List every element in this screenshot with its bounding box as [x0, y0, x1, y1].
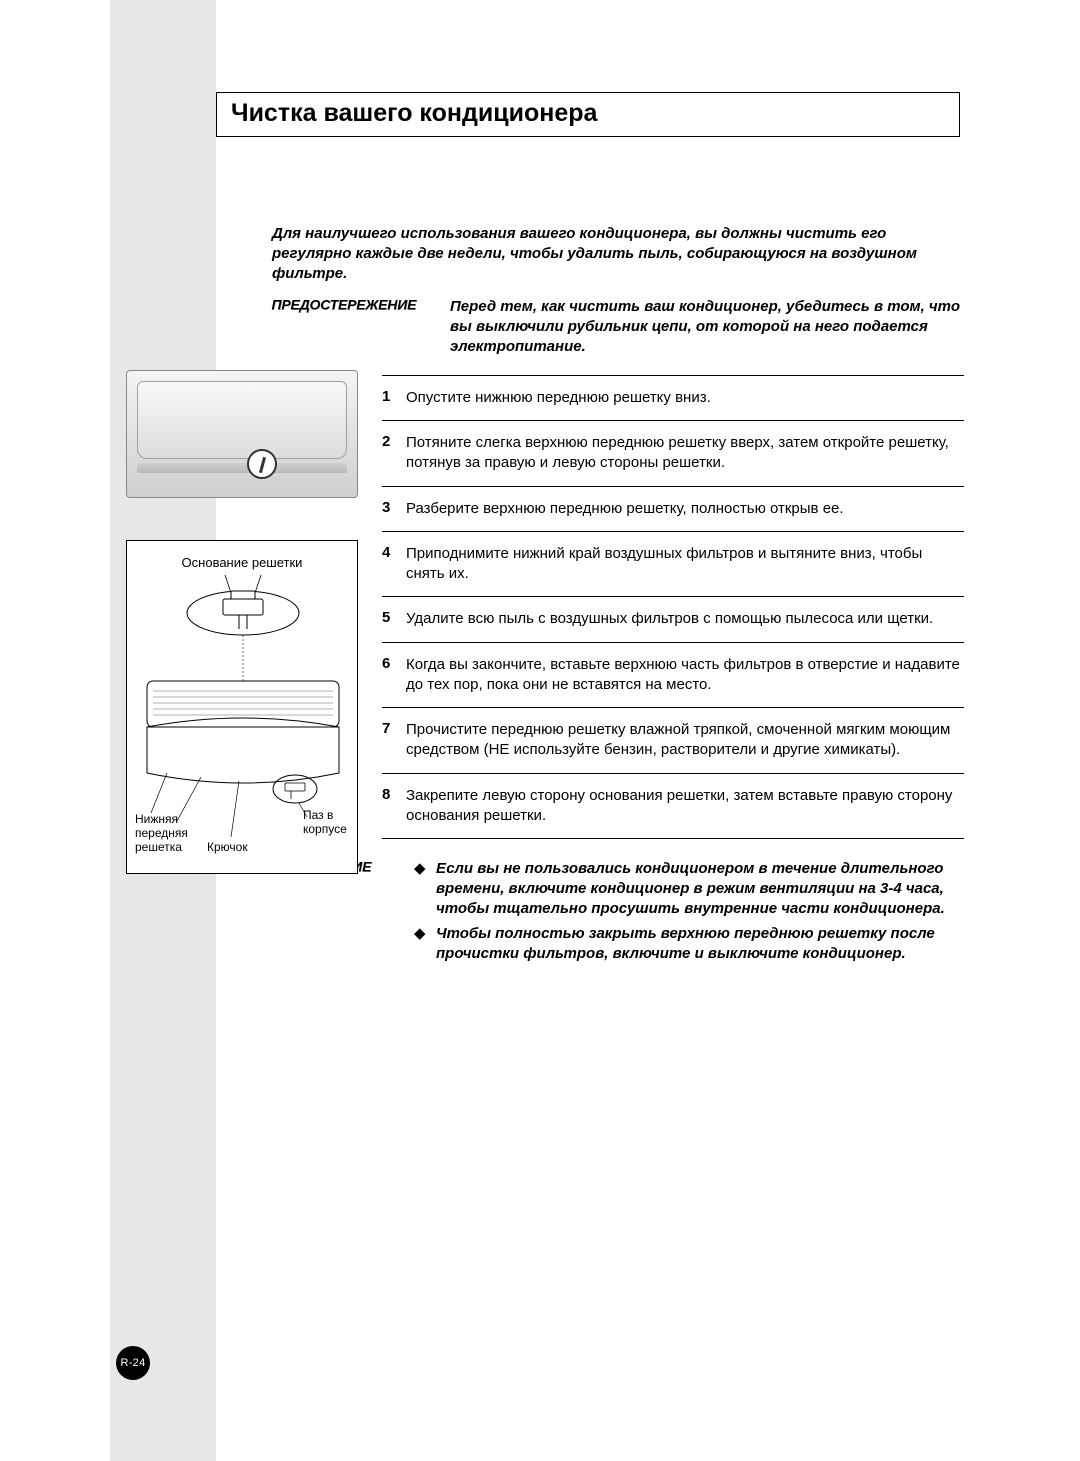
step-item: 5 Удалите всю пыль с воздушных фильтров …	[382, 596, 964, 641]
step-number: 4	[382, 544, 406, 585]
step-number: 7	[382, 720, 406, 761]
label-text: Паз в	[303, 808, 333, 822]
step-text: Прочистите переднюю решетку влажной тряп…	[406, 720, 964, 761]
label-text: Нижняя	[135, 812, 178, 826]
caution-text: Перед тем, как чистить ваш кондиционер, …	[450, 297, 964, 356]
diagram-label-hook: Крючок	[207, 841, 248, 855]
step-number: 1	[382, 388, 406, 408]
diagram-label-lower-grille: Нижняя передняя решетка	[135, 813, 188, 854]
ac-unit-body	[137, 381, 347, 459]
diamond-bullet-icon: ◆	[414, 924, 436, 964]
steps-list: 1 Опустите нижнюю переднюю решетку вниз.…	[272, 375, 964, 839]
step-number: 2	[382, 433, 406, 474]
diamond-bullet-icon: ◆	[414, 859, 436, 918]
step-item: 3 Разберите верхнюю переднюю решетку, по…	[382, 486, 964, 531]
note-item: ◆ Если вы не пользовались кондиционером …	[414, 859, 964, 918]
note-label: ПРИМЕЧАНИЕ	[272, 859, 414, 970]
step-item: 8 Закрепите левую сторону основания реше…	[382, 773, 964, 840]
caution-label: ПРЕДОСТЕРЕЖЕНИЕ	[272, 297, 450, 356]
figure-diagram: Основание решетки	[126, 540, 358, 874]
zoom-circle-icon	[247, 449, 277, 479]
intro-paragraph: Для наилучшего использования вашего конд…	[272, 224, 964, 283]
page-title: Чистка вашего кондиционера	[231, 99, 945, 128]
note-text: Если вы не пользовались кондиционером в …	[436, 859, 964, 918]
step-item: 1 Опустите нижнюю переднюю решетку вниз.	[382, 375, 964, 420]
step-item: 4 Приподнимите нижний край воздушных фил…	[382, 531, 964, 597]
step-text: Приподнимите нижний край воздушных фильт…	[406, 544, 964, 585]
figure-ac-unit	[126, 370, 358, 498]
caution-row: ПРЕДОСТЕРЕЖЕНИЕ Перед тем, как чистить в…	[272, 297, 964, 356]
step-text: Закрепите левую сторону основания решетк…	[406, 786, 964, 827]
step-text: Опустите нижнюю переднюю решетку вниз.	[406, 388, 964, 408]
step-text: Потяните слегка верхнюю переднюю решетку…	[406, 433, 964, 474]
step-item: 2 Потяните слегка верхнюю переднюю решет…	[382, 420, 964, 486]
step-text: Когда вы закончите, вставьте верхнюю час…	[406, 655, 964, 696]
page-number-badge: R-24	[116, 1346, 150, 1380]
step-text: Удалите всю пыль с воздушных фильтров с …	[406, 609, 964, 629]
label-text: корпусе	[303, 822, 347, 836]
step-number: 8	[382, 786, 406, 827]
step-item: 6 Когда вы закончите, вставьте верхнюю ч…	[382, 642, 964, 708]
step-text: Разберите верхнюю переднюю решетку, полн…	[406, 499, 964, 519]
content-area: Для наилучшего использования вашего конд…	[272, 224, 964, 970]
label-text: передняя	[135, 826, 188, 840]
step-item: 7 Прочистите переднюю решетку влажной тр…	[382, 707, 964, 773]
note-text: Чтобы полностью закрыть верхнюю переднюю…	[436, 924, 964, 964]
diagram-label-slot: Паз в корпусе	[303, 809, 347, 837]
note-body: ◆ Если вы не пользовались кондиционером …	[414, 859, 964, 970]
step-number: 5	[382, 609, 406, 629]
note-item: ◆ Чтобы полностью закрыть верхнюю передн…	[414, 924, 964, 964]
note-row: ПРИМЕЧАНИЕ ◆ Если вы не пользовались кон…	[272, 859, 964, 970]
label-text: решетка	[135, 840, 182, 854]
title-bar: Чистка вашего кондиционера	[216, 92, 960, 137]
step-number: 6	[382, 655, 406, 696]
ac-unit-slot	[137, 463, 347, 473]
step-number: 3	[382, 499, 406, 519]
